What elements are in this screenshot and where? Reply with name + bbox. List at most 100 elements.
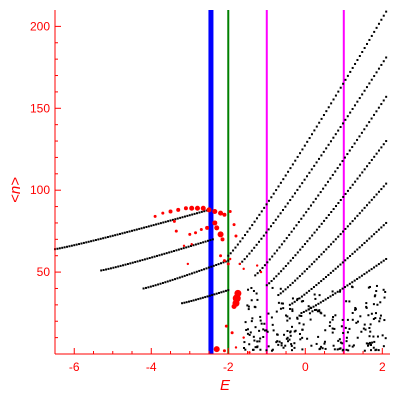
black-point xyxy=(375,71,378,74)
y-tick-label: 150 xyxy=(30,101,50,115)
black-point xyxy=(301,272,304,275)
black-point xyxy=(358,246,361,249)
black-point xyxy=(331,327,334,330)
black-point xyxy=(346,284,349,287)
black-point xyxy=(180,247,183,250)
black-point xyxy=(190,272,193,275)
black-point xyxy=(246,332,249,335)
red-point xyxy=(248,351,251,354)
black-point xyxy=(319,191,322,194)
black-point xyxy=(284,288,287,291)
black-point xyxy=(174,218,177,221)
black-point xyxy=(368,162,371,165)
black-point xyxy=(198,211,201,214)
red-point xyxy=(176,207,181,212)
black-point xyxy=(320,117,323,120)
black-point xyxy=(298,275,301,278)
black-point xyxy=(312,201,315,204)
black-point xyxy=(227,289,230,292)
black-point xyxy=(183,301,186,304)
black-point xyxy=(382,60,385,63)
black-point xyxy=(310,133,313,136)
black-point xyxy=(370,158,373,161)
black-point xyxy=(341,122,344,125)
black-point xyxy=(374,294,377,297)
black-point xyxy=(310,263,313,266)
black-point xyxy=(358,54,361,57)
black-point xyxy=(186,214,189,217)
black-point xyxy=(369,330,372,333)
black-point xyxy=(327,273,330,276)
black-point xyxy=(341,287,344,290)
black-point xyxy=(324,329,327,332)
black-point xyxy=(250,286,253,289)
red-point xyxy=(172,219,176,223)
black-point xyxy=(289,284,292,287)
red-point xyxy=(238,262,242,266)
black-point xyxy=(246,328,249,331)
black-point xyxy=(302,214,305,217)
black-point xyxy=(66,245,69,248)
black-point xyxy=(313,231,316,234)
black-point xyxy=(131,229,134,232)
black-point xyxy=(160,253,163,256)
black-point xyxy=(104,236,107,239)
black-point xyxy=(310,168,313,171)
black-point xyxy=(361,171,364,174)
black-point xyxy=(292,256,295,259)
black-point xyxy=(114,266,117,269)
black-point xyxy=(370,268,373,271)
black-point xyxy=(294,159,297,162)
black-point xyxy=(351,183,354,186)
black-point xyxy=(259,269,262,272)
black-point xyxy=(129,262,132,265)
black-point xyxy=(370,117,373,120)
black-point xyxy=(279,212,282,215)
black-point xyxy=(256,346,259,349)
black-point xyxy=(176,277,179,280)
black-point xyxy=(282,208,285,211)
black-point xyxy=(247,288,250,291)
black-point xyxy=(227,254,230,257)
red-point xyxy=(228,209,232,213)
black-point xyxy=(352,344,355,347)
black-point xyxy=(123,231,126,234)
black-point xyxy=(280,243,283,246)
black-point xyxy=(173,250,176,253)
black-point xyxy=(384,290,387,293)
black-point xyxy=(141,259,144,262)
black-point xyxy=(250,299,253,302)
black-point xyxy=(385,182,388,185)
black-point xyxy=(270,280,273,283)
black-point xyxy=(287,340,290,343)
black-point xyxy=(374,349,377,352)
black-point xyxy=(164,220,167,223)
black-point xyxy=(322,114,325,117)
black-point xyxy=(324,347,327,350)
black-point xyxy=(341,160,344,163)
black-point xyxy=(377,349,380,352)
black-point xyxy=(323,340,326,343)
black-point xyxy=(308,137,311,140)
black-point xyxy=(334,238,337,241)
black-point xyxy=(356,214,359,217)
black-point xyxy=(318,255,321,258)
black-point xyxy=(308,312,311,315)
black-point xyxy=(349,70,352,73)
black-point xyxy=(293,227,296,230)
black-point xyxy=(264,329,267,332)
black-point xyxy=(341,261,344,264)
black-point xyxy=(385,10,388,13)
black-point xyxy=(273,252,276,255)
black-point xyxy=(181,302,184,305)
black-point xyxy=(291,302,294,305)
black-point xyxy=(325,216,328,219)
black-point xyxy=(329,271,332,274)
black-point xyxy=(277,301,280,304)
black-point xyxy=(289,331,292,334)
black-point xyxy=(275,275,278,278)
red-point xyxy=(224,324,228,328)
black-point xyxy=(262,328,265,331)
black-point xyxy=(330,211,333,214)
black-point xyxy=(288,303,291,306)
